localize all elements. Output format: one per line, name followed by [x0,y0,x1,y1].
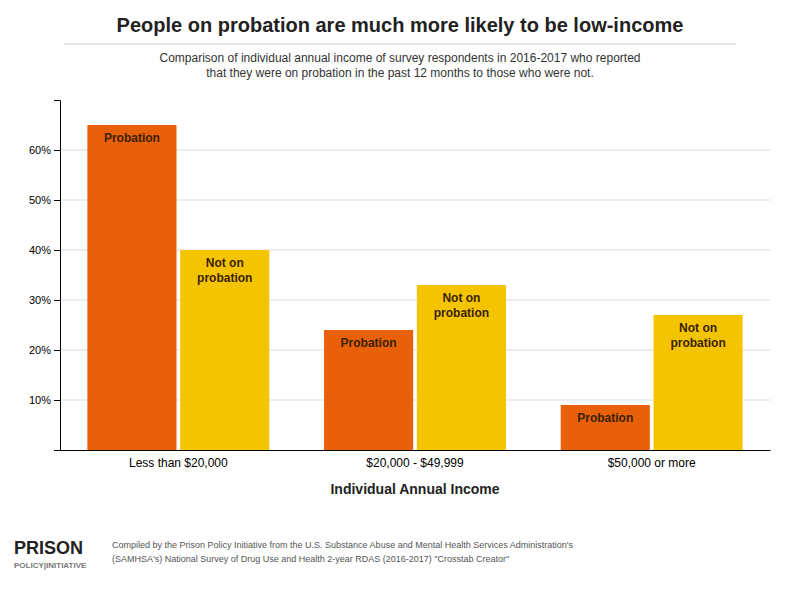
bar [87,125,176,450]
x-tick-label: $50,000 or more [608,456,696,470]
bar-label: Probation [104,131,160,145]
x-axis: Less than $20,000 $20,000 - $49,999 $50,00… [61,451,771,470]
y-tick-label: 50% [29,194,51,206]
text-line: that they were on probation in the past … [206,66,594,80]
y-tick: 10% [29,394,60,406]
y-tick-mark [54,250,60,251]
text-line: Comparison of individual annual income o… [160,51,641,65]
y-tick-mark [54,300,60,301]
text-line: Probation [577,411,633,425]
title: People on probation are much more likely… [117,14,684,36]
y-tick-label: 40% [29,244,51,256]
text-line: Probation [341,336,397,350]
source: Compiled by the Prison Policy Initiative… [112,540,573,564]
x-tick: Less than $20,000 [129,456,228,470]
y-tick-mark [54,350,60,351]
text-line: Compiled by the Prison Policy Initiative… [112,540,573,550]
text-line: Not on [206,256,244,270]
y-tick-mark [54,200,60,201]
separator [64,44,736,45]
x-tick: $20,000 - $49,999 [366,456,464,470]
bar-label: Probation [341,336,397,350]
bars [87,125,742,450]
y-axis: 10% 20% 30% 40% 50% 60% [29,101,61,451]
plot: ProbationProbationProbationNot onprobati… [29,101,771,498]
y-tick-mark [54,400,60,401]
y-tick-label: 20% [29,344,51,356]
text-line: probation [197,271,252,285]
text-line: probation [670,336,725,350]
y-tick: 30% [29,294,60,306]
x-tick: $50,000 or more [608,456,696,470]
bar [417,285,506,450]
bar [324,330,413,450]
bar [180,250,269,450]
y-tick: 40% [29,244,60,256]
bar-label: Not onprobation [434,291,489,320]
y-tick-label: 60% [29,144,51,156]
text-line: probation [434,306,489,320]
y-tick: 20% [29,344,60,356]
logo-sub: POLICY|INITIATIVE [14,561,87,570]
bar [561,405,650,450]
y-tick-label: 30% [29,294,51,306]
bar-label: Not onprobation [670,321,725,350]
bar-label: Probation [577,411,633,425]
x-axis-line [61,450,771,451]
bar-label: Not onprobation [197,256,252,285]
x-tick-label: $20,000 - $49,999 [366,456,464,470]
y-tick-mark [54,150,60,151]
y-tick: 60% [29,144,60,156]
y-tick: 50% [29,194,60,206]
text-line: Not on [442,291,480,305]
x-axis-title: Individual Annual Income [330,481,499,497]
x-tick-label: Less than $20,000 [129,456,228,470]
bar [654,315,743,450]
logo: PRISON [14,538,83,558]
text-line: (SAMHSA's) National Survey of Drug Use a… [112,554,509,564]
text-line: Probation [104,131,160,145]
y-tick-label: 10% [29,394,51,406]
y-axis-line [54,101,61,451]
text-line: Not on [679,321,717,335]
subtitle: Comparison of individual annual income o… [160,51,641,80]
chart: People on probation are much more likely… [0,0,800,600]
bar-labels: ProbationProbationProbationNot onprobati… [104,131,726,425]
